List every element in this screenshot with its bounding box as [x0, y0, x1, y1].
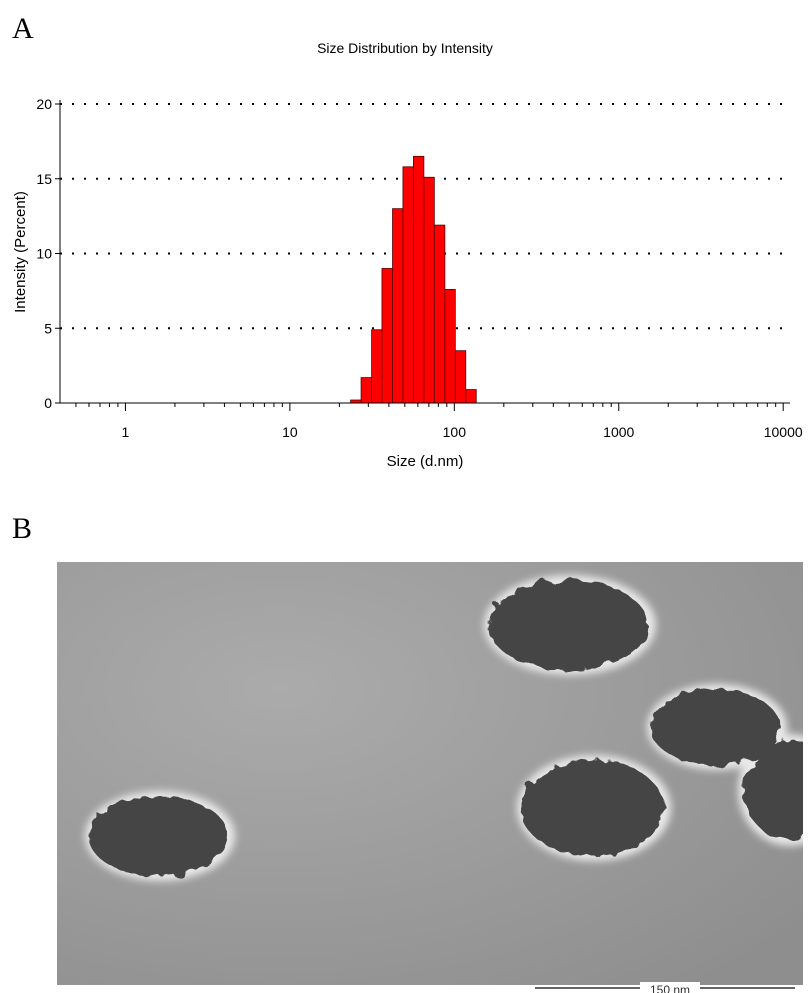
bar [371, 329, 383, 404]
bar [381, 268, 393, 404]
bar [454, 350, 467, 404]
bar [465, 389, 477, 404]
y-tick-label: 20 [36, 96, 52, 112]
panel-label: B [12, 512, 32, 545]
bar [423, 176, 435, 404]
x-axis-label: Size (d.nm) [387, 453, 464, 470]
bar [402, 166, 414, 404]
particles [88, 580, 803, 876]
bar [433, 224, 446, 404]
chart-title: Size Distribution by Intensity [317, 40, 493, 56]
micrograph [57, 562, 803, 985]
x-tick-label: 100 [443, 424, 467, 440]
panel-label: A [12, 12, 34, 45]
bar [360, 377, 372, 404]
scale-label-bg [640, 982, 700, 993]
x-tick-label: 10000 [764, 424, 803, 440]
scale-bar-label: 150 nm [650, 983, 690, 993]
bar [444, 288, 456, 404]
x-tick-label: 1 [122, 424, 130, 440]
y-axis-label: Intensity (Percent) [12, 191, 29, 313]
bar [413, 155, 425, 404]
y-tick-label: 5 [44, 320, 52, 336]
x-tick-label: 10 [282, 424, 298, 440]
y-tick-label: 15 [36, 171, 52, 187]
micrograph-background [57, 562, 803, 985]
y-tick-label: 0 [44, 395, 52, 411]
bar [392, 208, 404, 404]
x-tick-label: 1000 [603, 424, 634, 440]
y-tick-label: 10 [36, 246, 52, 262]
